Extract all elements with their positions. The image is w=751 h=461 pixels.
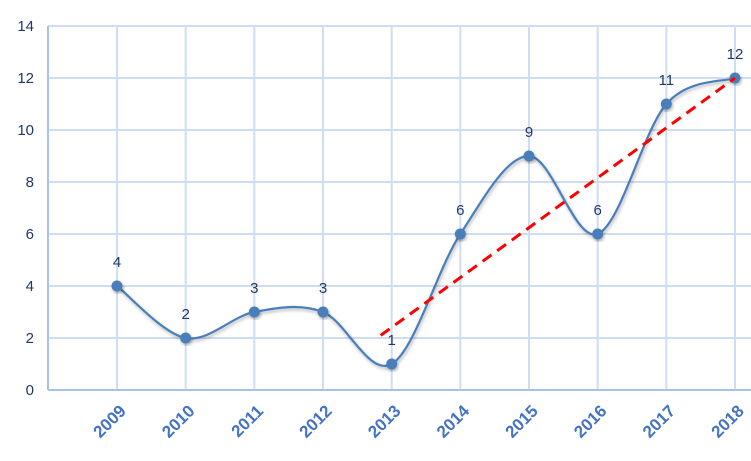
x-tick-label: 2014 (433, 401, 474, 442)
x-tick-label: 2018 (708, 401, 748, 441)
y-tick-label: 8 (26, 174, 34, 191)
data-label: 6 (593, 202, 601, 219)
y-tick-label: 12 (17, 70, 34, 87)
data-point (660, 98, 672, 110)
data-label: 4 (113, 254, 121, 271)
series-line (116, 76, 736, 368)
data-point (592, 228, 604, 240)
x-tick-label: 2010 (158, 401, 198, 441)
x-tick-label: 2009 (90, 401, 130, 441)
data-label: 3 (319, 280, 327, 297)
x-tick-label: 2017 (639, 401, 679, 441)
data-point (454, 228, 466, 240)
y-tick-label: 10 (17, 122, 34, 139)
x-tick-label: 2011 (228, 401, 268, 441)
x-tick-label: 2016 (570, 401, 610, 441)
data-label: 2 (181, 306, 189, 323)
y-tick-label: 0 (26, 382, 34, 399)
data-point (317, 306, 329, 318)
trendline (379, 76, 736, 337)
y-tick-label: 14 (17, 18, 34, 35)
data-label: 6 (456, 202, 464, 219)
data-point (111, 280, 123, 292)
data-label: 11 (659, 72, 675, 89)
data-label: 1 (387, 332, 395, 349)
data-label: 9 (525, 124, 533, 141)
y-tick-label: 2 (26, 330, 34, 347)
data-point (523, 150, 535, 162)
y-tick-label: 4 (26, 278, 34, 295)
data-label: 3 (250, 280, 258, 297)
x-tick-label: 2012 (296, 401, 336, 441)
data-point (248, 306, 260, 318)
x-tick-label: 2015 (502, 401, 542, 441)
data-point (180, 332, 192, 344)
data-label: 12 (727, 46, 744, 63)
data-point (386, 358, 398, 370)
y-tick-label: 6 (26, 226, 34, 243)
x-tick-label: 2013 (364, 401, 404, 441)
